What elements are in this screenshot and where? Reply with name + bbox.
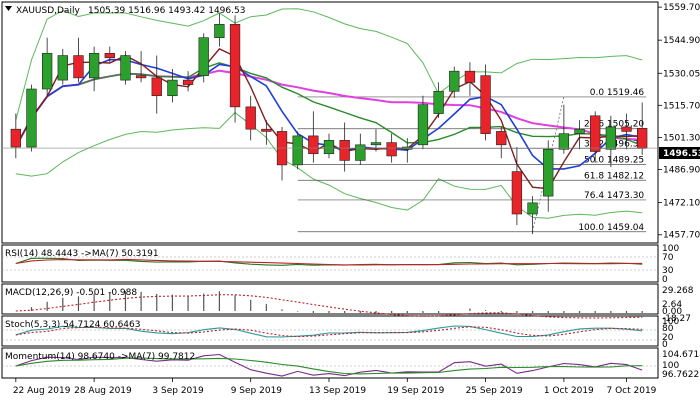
macd-tick-bottom: -18.27 <box>662 314 691 324</box>
fib-level-label: 61.8 1482.12 <box>584 171 644 181</box>
bollinger-lower-line <box>15 111 643 219</box>
main-panel-frame <box>1 1 659 244</box>
candle-body[interactable] <box>57 55 68 81</box>
candle-body[interactable] <box>88 53 100 79</box>
candle-body[interactable] <box>135 75 147 79</box>
candle-body[interactable] <box>26 88 37 148</box>
candle-body[interactable] <box>543 148 554 197</box>
candle-body[interactable] <box>433 90 444 114</box>
date-axis-label: 22 Aug 2019 <box>13 386 71 396</box>
candle-body[interactable] <box>637 128 648 149</box>
candle-body[interactable] <box>527 202 538 215</box>
price-axis-label: 1530.05 <box>663 69 700 79</box>
candle-body[interactable] <box>511 171 523 215</box>
ma-mid-line <box>15 62 643 148</box>
momentum-tick-top: 104.6718 <box>662 350 700 360</box>
candle-body[interactable] <box>480 75 491 134</box>
date-axis-label: 1 Oct 2019 <box>544 386 594 396</box>
macd-label: MACD(12,26,9) -0.501 -0.988 <box>5 288 137 298</box>
momentum-panel-frame <box>1 347 659 379</box>
price-axis-label: 1486.90 <box>663 166 700 176</box>
momentum-line <box>15 353 643 377</box>
current-price-label: 1496.53 <box>663 149 700 159</box>
candle-body[interactable] <box>308 135 319 155</box>
date-axis-label: 9 Sep 2019 <box>231 386 283 396</box>
price-axis-label: 1544.90 <box>663 36 700 46</box>
candle-body[interactable] <box>370 142 382 146</box>
candle-body[interactable] <box>198 37 209 76</box>
candle-body[interactable] <box>104 53 115 59</box>
candle-body[interactable] <box>229 24 241 108</box>
candle-body[interactable] <box>574 128 585 134</box>
stoch-d-line <box>15 326 643 338</box>
date-axis-label: 28 Aug 2019 <box>74 386 132 396</box>
price-axis-label: 1501.30 <box>663 133 700 143</box>
fib-level-label: 0.0 1519.46 <box>590 88 645 98</box>
date-axis-label: 7 Oct 2019 <box>607 386 657 396</box>
price-axis-label: 1515.70 <box>663 101 700 111</box>
candle-body[interactable] <box>621 126 632 132</box>
rsi-ma-line <box>15 258 643 266</box>
date-axis-label: 25 Sep 2019 <box>466 386 523 396</box>
date-axis-label: 3 Sep 2019 <box>152 386 204 396</box>
date-axis-label: 19 Sep 2019 <box>387 386 444 396</box>
candle-body[interactable] <box>496 131 507 146</box>
price-axis-label: 1457.70 <box>663 231 700 241</box>
momentum-label: Momentum(14) 98.6740 ->MA(7) 99.7812 <box>5 352 195 362</box>
candle-body[interactable] <box>41 53 53 90</box>
rsi-tick-30: 30 <box>662 266 674 276</box>
price-axis-label: 1559.70 <box>663 3 700 13</box>
chart-symbol-title: XAUUSD,Daily <box>16 6 80 16</box>
symbol-marker-icon <box>5 6 12 11</box>
rsi-tick-0: 0 <box>662 275 668 285</box>
candle-body[interactable] <box>605 126 617 150</box>
stoch-label: Stoch(5,3,3) 54.7124 60.6463 <box>5 320 140 330</box>
candle-body[interactable] <box>261 128 272 132</box>
stoch-panel-frame <box>1 315 659 347</box>
candle-body[interactable] <box>167 79 178 97</box>
candle-body[interactable] <box>558 133 570 150</box>
rsi-tick-100: 100 <box>662 244 679 254</box>
macd-panel-frame <box>1 283 659 315</box>
candle-body[interactable] <box>151 77 162 97</box>
candle-body[interactable] <box>245 106 256 130</box>
stoch-tick-80: 80 <box>662 324 674 334</box>
macd-tick-signal: 2.64 <box>662 300 682 310</box>
macd-signal-line <box>15 294 643 319</box>
candle-body[interactable] <box>73 55 84 79</box>
candle-body[interactable] <box>339 140 350 161</box>
candle-body[interactable] <box>464 70 476 83</box>
stoch-tick-100: 100 <box>662 317 679 327</box>
rsi-tick-70: 70 <box>662 253 674 263</box>
candle-body[interactable] <box>386 142 397 157</box>
chart-ohlc-readout: 1505.39 1516.96 1493.42 1496.53 <box>88 6 245 16</box>
momentum-ma-line <box>15 357 643 375</box>
candle-body[interactable] <box>323 140 335 155</box>
current-price-tag <box>659 147 700 159</box>
rsi-label: RSI(14) 48.4443 ->MA(7) 50.3191 <box>5 249 159 259</box>
candle-body[interactable] <box>10 128 21 148</box>
candle-body[interactable] <box>214 24 225 39</box>
stoch-tick-20: 20 <box>662 333 674 343</box>
candle-body[interactable] <box>417 104 429 146</box>
candle-body[interactable] <box>292 135 303 166</box>
fib-level-label: 100.0 1459.04 <box>578 223 644 233</box>
candle-body[interactable] <box>182 79 194 85</box>
candle-body[interactable] <box>355 144 366 161</box>
stoch-tick-0: 0 <box>662 340 668 350</box>
macd-tick-top: 29.268 <box>662 286 694 296</box>
momentum-tick-100: 100 <box>662 361 679 371</box>
price-axis-label: 1472.10 <box>663 199 700 209</box>
fib-level-label: 23.6 1505.20 <box>584 120 644 130</box>
candle-body[interactable] <box>449 70 460 92</box>
candle-body[interactable] <box>120 55 131 81</box>
momentum-tick-bottom: 96.7622 <box>662 370 699 380</box>
macd-tick-zero: 0.00 <box>662 307 682 317</box>
date-axis-label: 13 Sep 2019 <box>309 386 366 396</box>
candle-body[interactable] <box>590 115 601 152</box>
fib-level-label: 50.0 1489.25 <box>584 155 644 165</box>
fib-level-label: 76.4 1473.30 <box>584 191 644 201</box>
bollinger-upper-line <box>15 8 643 121</box>
